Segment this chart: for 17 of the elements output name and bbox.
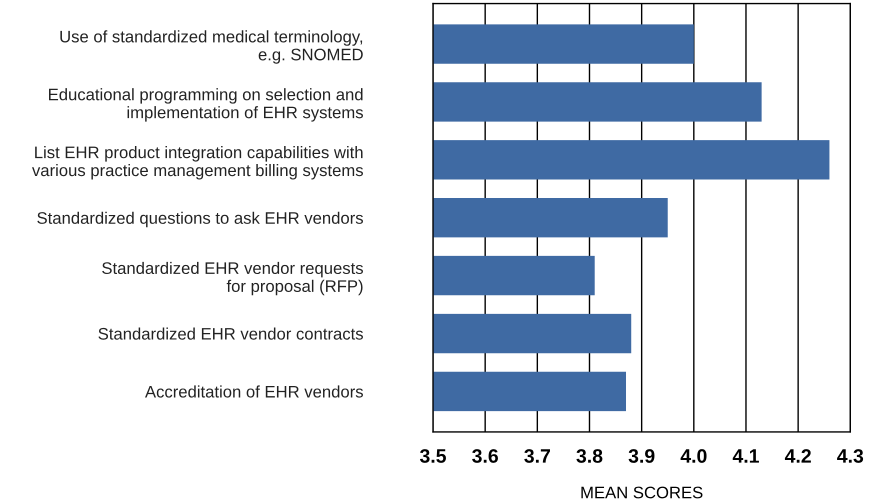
x-tick-label: 3.8	[576, 449, 602, 463]
x-tick-label: 4.3	[837, 449, 864, 463]
x-tick-label: 4.0	[680, 449, 707, 463]
y-tick-label: Standardized EHR vendor contracts	[98, 327, 363, 340]
x-tick-label: 3.7	[524, 449, 550, 463]
y-tick-label: Standardized questions to ask EHR vendors	[37, 212, 363, 228]
x-tick-label: 4.2	[784, 449, 811, 463]
x-tick-label: 4.1	[732, 449, 759, 463]
y-tick-label: Accreditation of EHR vendors	[144, 385, 363, 398]
y-tick-label: List EHR product integration capabilities with various practice management billing systems	[32, 146, 363, 180]
x-tick-label: 3.9	[628, 449, 654, 463]
x-tick-label: 3.5	[420, 449, 446, 463]
y-tick-label: Educational programming on selection and implementation of EHR systems	[49, 88, 363, 122]
x-tick-label: 3.6	[472, 449, 498, 463]
y-tick-label: Standardized EHR vendor requests for proposal (RFP)	[102, 262, 363, 296]
y-tick-label: Use of standardized medical terminology, e.g. SNOMED	[60, 30, 363, 64]
x-axis-title: MEAN SCORES	[581, 486, 702, 498]
